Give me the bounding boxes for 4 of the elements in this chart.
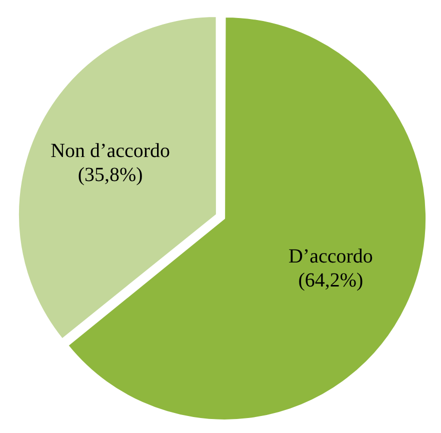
data-label: (64,2%) bbox=[298, 269, 364, 292]
slice-label: Non d’accordo bbox=[50, 140, 170, 162]
data-label: (35,8%) bbox=[78, 164, 143, 186]
slice-label: D’accordo bbox=[288, 245, 373, 268]
